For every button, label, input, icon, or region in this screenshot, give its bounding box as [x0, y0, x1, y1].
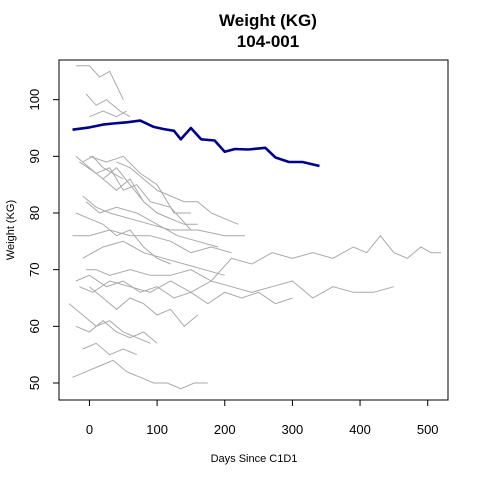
- series-line-19: [68, 303, 151, 344]
- x-tick-label: 500: [417, 422, 439, 437]
- series-line-4: [82, 155, 124, 180]
- y-tick-label: 100: [27, 89, 42, 111]
- series-line-8: [116, 161, 239, 225]
- series-line-18: [89, 286, 199, 328]
- series-line-6: [79, 161, 192, 231]
- chart-title: Weight (KG): [219, 11, 317, 30]
- series-line-14: [82, 240, 225, 276]
- series-line-21: [82, 342, 137, 356]
- x-tick-label: 400: [349, 422, 371, 437]
- y-tick-label: 80: [27, 206, 42, 220]
- y-axis-label: Weight (KG): [5, 200, 17, 260]
- x-tick-label: 200: [214, 422, 236, 437]
- series-line-12: [75, 212, 171, 265]
- highlight-series-line: [72, 119, 320, 168]
- y-tick-label: 70: [27, 262, 42, 276]
- series-line-22: [72, 359, 208, 390]
- y-tick-label: 90: [27, 149, 42, 163]
- series-line-1: [75, 65, 124, 100]
- plot-area: [68, 65, 442, 390]
- series-line-17: [75, 274, 293, 305]
- y-tick-label: 60: [27, 319, 42, 333]
- series-line-7: [89, 155, 191, 214]
- x-tick-label: 0: [86, 422, 93, 437]
- series-line-15: [86, 234, 442, 282]
- y-axis: 50 60 70 80 90 100: [27, 89, 59, 390]
- x-tick-label: 300: [282, 422, 304, 437]
- chart-subtitle: 104-001: [237, 32, 299, 51]
- plot-frame: [58, 59, 449, 401]
- y-tick-label: 50: [27, 376, 42, 390]
- x-tick-label: 100: [146, 422, 168, 437]
- x-axis: 0 100 200 300 400 500: [86, 400, 439, 437]
- x-axis-label: Days Since C1D1: [211, 453, 298, 465]
- series-line-11: [85, 201, 219, 248]
- series-line-13: [72, 229, 232, 254]
- series-line-10: [82, 195, 245, 237]
- series-line-16: [79, 280, 395, 299]
- series-line-20: [75, 320, 158, 344]
- series-line-9: [102, 178, 198, 225]
- series-line-3: [89, 110, 127, 118]
